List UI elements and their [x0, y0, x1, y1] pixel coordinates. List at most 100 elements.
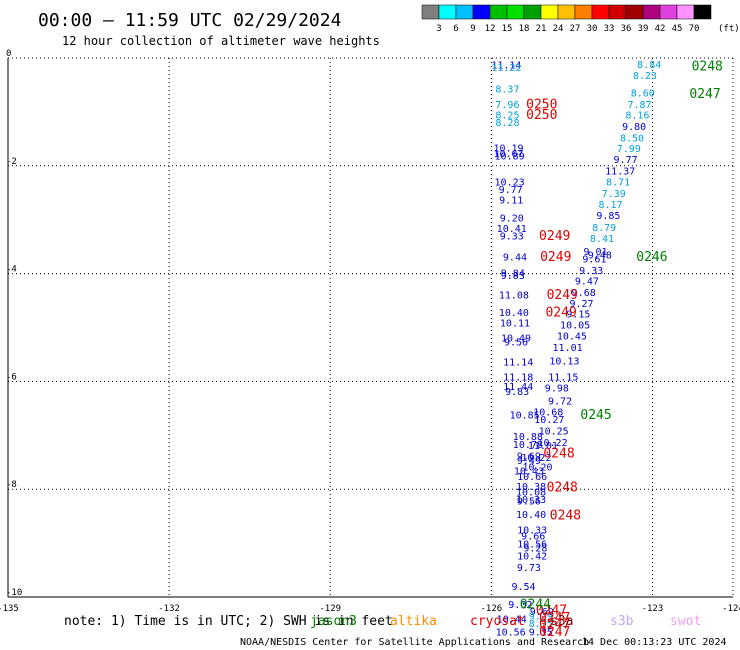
pass-time-label: 0247 — [536, 604, 567, 619]
wave-height-label: 9.27 — [570, 299, 594, 310]
wave-height-label: 10.40 — [499, 308, 529, 319]
wave-height-label: 10.45 — [557, 332, 587, 343]
wave-height-label: 8.23 — [633, 71, 657, 82]
wave-height-label: 9.28 — [523, 543, 547, 554]
wave-height-label: 9.72 — [548, 396, 572, 407]
wave-height-label: 11.37 — [605, 167, 635, 178]
wave-height-label: 9.83 — [501, 271, 525, 282]
pass-time-label: 0250 — [526, 108, 557, 123]
wave-height-label: 9.54 — [512, 582, 536, 593]
color-scale-tick: 27 — [570, 24, 581, 34]
color-scale-tick: 15 — [502, 24, 513, 34]
color-scale-legend: 3 6 9 12 15 18 21 24 27 30 33 36 39 42 45 70 — [421, 4, 712, 34]
y-tick-label: 0 — [6, 49, 11, 59]
color-scale-swatch — [693, 4, 712, 20]
pass-time-label: 0249 — [547, 288, 578, 303]
color-scale-tick: 21 — [536, 24, 547, 34]
wave-height-label: 10.88 — [513, 432, 543, 443]
color-scale-tick: 33 — [604, 24, 615, 34]
wave-height-label: 8.84 — [637, 60, 661, 71]
pass-time-label: 0248 — [547, 481, 578, 496]
wave-height-label: 9.80 — [622, 122, 646, 133]
wave-height-label: 9.02 — [508, 600, 532, 611]
wave-height-label: 8.37 — [495, 84, 519, 95]
color-scale-tick: 18 — [519, 24, 530, 34]
wave-height-label: 10.11 — [500, 319, 530, 330]
wave-height-label: 8.71 — [606, 178, 630, 189]
x-tick-label: -123 — [642, 604, 664, 614]
satellite-legend-entry: jason3 — [310, 614, 357, 629]
color-scale-tick: 70 — [689, 24, 700, 34]
pass-time-label: 0244 — [520, 598, 551, 613]
color-scale-swatch — [489, 4, 508, 20]
wave-height-label: 7.96 — [495, 100, 519, 111]
color-scale-swatch — [540, 4, 559, 20]
wave-height-label: 11.15 — [548, 373, 578, 384]
y-tick-label: -10 — [6, 588, 22, 598]
footer-timestamp: 14 Dec 00:13:23 UTC 2024 — [582, 637, 727, 648]
footer-credit: NOAA/NESDIS Center for Satellite Applica… — [240, 637, 589, 648]
wave-height-label: 8.41 — [590, 234, 614, 245]
wave-height-label: 10.33 — [516, 495, 546, 506]
wave-height-label: 7.39 — [602, 189, 626, 200]
color-scale-swatch — [557, 4, 576, 20]
wave-height-label: 11.14 — [503, 358, 533, 369]
wave-height-label: 9.66 — [521, 532, 545, 543]
wave-height-label: 10.43 — [514, 466, 544, 477]
satellite-legend-entry: s3b — [610, 614, 634, 629]
wave-height-label: 9.77 — [614, 155, 638, 166]
wave-height-label: 9.68 — [572, 288, 596, 299]
satellite-legend-entry: cryosat — [470, 614, 525, 629]
wave-height-label: 9.77 — [499, 185, 523, 196]
color-scale-swatch — [455, 4, 474, 20]
wave-height-label: 10.85 — [510, 410, 540, 421]
color-scale-swatch — [676, 4, 695, 20]
wave-height-label: 9.01 — [583, 247, 607, 258]
pass-time-label: 0249 — [539, 229, 570, 244]
satellite-legend: jason3 altika cryosat s3a s3b swot — [310, 614, 701, 629]
pass-time-label: 0247 — [539, 618, 570, 633]
wave-height-label: 8.60 — [631, 89, 655, 100]
x-tick-label: -135 — [0, 604, 19, 614]
color-scale-tick: 9 — [470, 24, 475, 34]
pass-time-label: 0250 — [526, 97, 557, 112]
wave-height-label: 8.16 — [625, 111, 649, 122]
wave-height-label: 11.44 — [503, 382, 533, 393]
wave-height-label: 11.08 — [499, 291, 529, 302]
wave-height-label: 8.25 — [495, 111, 519, 122]
wave-height-label: 9.85 — [596, 211, 620, 222]
satellite-legend-entry: swot — [670, 614, 701, 629]
wave-height-label: 10.23 — [495, 178, 525, 189]
satellite-legend-entry: s3a — [550, 614, 573, 629]
y-tick-label: -4 — [6, 265, 17, 275]
wave-height-label: 9.84 — [501, 269, 525, 280]
wave-height-label: 10.44 — [497, 615, 527, 626]
wave-height-label: 7.99 — [617, 144, 641, 155]
axis-tick-labels: -135 -132 -129 -126 -123 -124 0 -2 -4 -6 -8 -10 — [0, 49, 740, 614]
color-scale-tick: 24 — [553, 24, 564, 34]
color-scale-swatch — [438, 4, 457, 20]
pass-time-label: 0247 — [539, 611, 570, 626]
pass-time-label: 0248 — [543, 447, 574, 462]
y-tick-label: -8 — [6, 480, 17, 490]
wave-height-label: 11.22 — [491, 63, 521, 74]
wave-height-label: 10.56 — [517, 540, 547, 551]
wave-height-label: 10.78 — [513, 440, 543, 451]
x-tick-label: -126 — [480, 604, 502, 614]
wave-height-label: 9.20 — [500, 214, 524, 225]
color-scale-tick: 42 — [655, 24, 666, 34]
wave-height-label: 9.56 — [504, 338, 528, 349]
wave-height-label: 11.01 — [528, 441, 558, 452]
wave-height-label: 9.69 — [517, 451, 541, 462]
color-scale-swatch — [421, 4, 440, 20]
x-tick-label: -132 — [158, 604, 180, 614]
wave-height-label: 8.17 — [599, 200, 623, 211]
pass-time-label: 0249 — [540, 250, 571, 265]
wave-height-label: 9.47 — [575, 277, 599, 288]
color-scale-swatch — [472, 4, 491, 20]
wave-height-label: 9.44 — [503, 252, 527, 263]
wave-height-label: 9.98 — [545, 383, 569, 394]
wave-height-label: 10.56 — [496, 628, 526, 639]
wave-height-label: 10.42 — [517, 552, 547, 563]
wave-height-label: 10.89 — [495, 152, 525, 163]
